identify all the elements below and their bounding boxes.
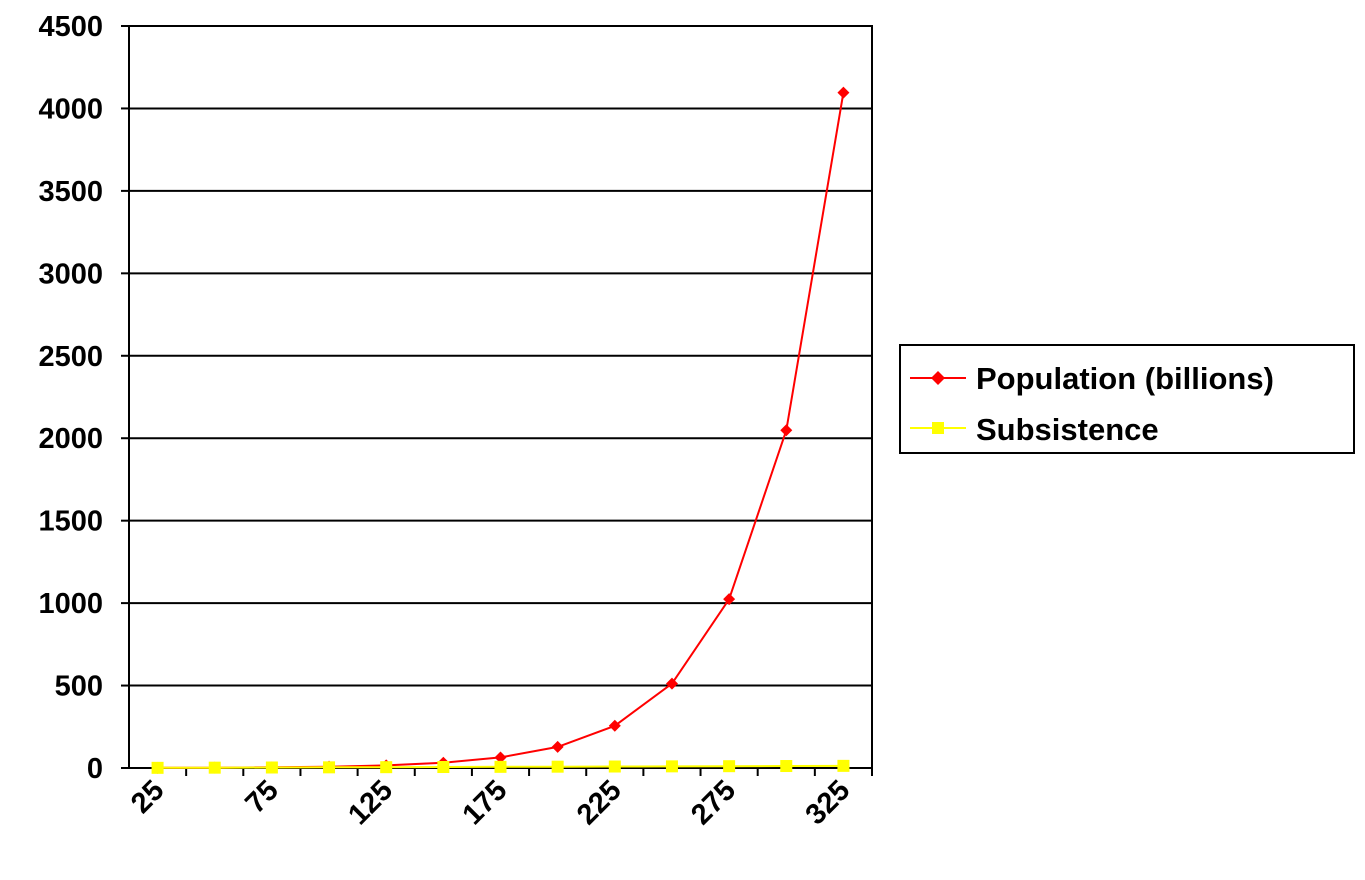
data-point (208, 761, 221, 774)
legend-marker-population (931, 371, 945, 385)
data-point (151, 761, 164, 774)
y-tick-label: 3500 (38, 176, 103, 208)
axes (128, 25, 873, 769)
x-tick-label: 225 (571, 774, 628, 831)
series-population-billions (151, 86, 850, 774)
legend-box (899, 344, 1355, 454)
y-tick-label: 1000 (38, 588, 103, 620)
x-tick-label: 75 (239, 774, 284, 819)
legend: Population (billions) Subsistence (899, 344, 1355, 454)
data-point (551, 740, 564, 753)
y-tick-label: 2500 (38, 341, 103, 373)
legend-label-subsistence: Subsistence (976, 412, 1159, 447)
data-point (723, 593, 736, 606)
data-point (380, 761, 393, 774)
y-tick-label: 500 (55, 671, 103, 703)
y-tick-label: 3000 (38, 258, 103, 290)
series-layer (151, 86, 850, 774)
data-point (608, 760, 621, 773)
data-point (494, 760, 507, 773)
data-point (494, 751, 507, 764)
legend-marker-subsistence (932, 422, 944, 434)
data-point (723, 760, 736, 773)
data-point (551, 760, 564, 773)
data-point (437, 761, 450, 774)
data-point (780, 760, 793, 773)
legend-label-population: Population (billions) (976, 361, 1274, 396)
data-point (780, 424, 793, 437)
gridlines (129, 25, 872, 687)
data-point (665, 760, 678, 773)
y-tick-label: 4500 (38, 11, 103, 43)
x-tick-label: 25 (125, 774, 170, 819)
series-subsistence (151, 759, 850, 774)
x-tick-label: 175 (457, 774, 514, 831)
x-tick-label: 275 (685, 774, 742, 831)
y-tick-label: 4000 (38, 93, 103, 125)
data-point (665, 677, 678, 690)
data-point (265, 761, 278, 774)
data-point (323, 761, 336, 774)
y-tick-label: 2000 (38, 423, 103, 455)
x-tick-label: 125 (342, 774, 399, 831)
data-point (608, 719, 621, 732)
y-axis-ticks: 0 500 1000 1500 2000 2500 3000 3500 4000 4500 (38, 11, 129, 785)
y-tick-label: 0 (87, 753, 103, 785)
series-line-population-billions (157, 92, 845, 769)
data-point (837, 759, 850, 772)
x-tick-label: 325 (800, 774, 857, 831)
data-point (837, 86, 850, 99)
plot-frame (128, 25, 873, 769)
x-axis-ticks: 25 75 125 175 225 275 325 (125, 768, 873, 831)
y-tick-label: 1500 (38, 506, 103, 538)
